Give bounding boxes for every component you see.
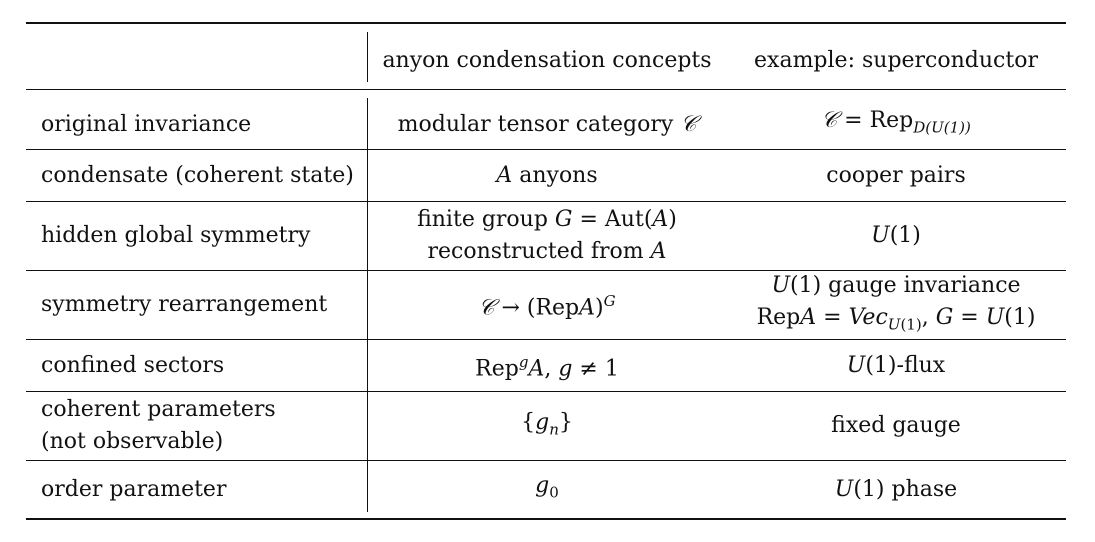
row-rule — [26, 201, 1066, 202]
row-example: U(1) U(1) — [871, 223, 921, 248]
row-example: cooper pairs — [826, 162, 966, 188]
row-example: 𝒞 = RepD(U(1)) 𝒞 = Rep_{D(U(1))} — [821, 108, 971, 137]
body-column-separator — [367, 98, 368, 512]
row-rule — [26, 149, 1066, 150]
header-example: example: superconductor — [754, 48, 1038, 73]
row-rule — [26, 270, 1066, 271]
header-column-separator — [367, 32, 368, 82]
row-example: U(1) phase U(1) phase — [834, 476, 958, 502]
row-concept: g0 g_0 — [535, 473, 559, 502]
row-rule — [26, 391, 1066, 392]
row-label: symmetry rearrangement — [41, 292, 328, 317]
row-concept: finite group G = Aut(A) reconstructed fr… — [417, 207, 677, 264]
row-label: hidden global symmetry — [41, 223, 311, 248]
row-concept: RepgA, g ≠ 1 Rep^g A, g ≠ 1 — [475, 352, 619, 382]
row-example: fixed gauge — [831, 413, 961, 438]
row-rule — [26, 460, 1066, 461]
row-label: coherent parameters (not observable) — [41, 392, 361, 460]
top-rule — [26, 22, 1066, 24]
header-concepts: anyon condensation concepts — [382, 48, 712, 73]
row-concept: modular tensor category 𝒞 modular tensor… — [397, 111, 697, 137]
header-rule — [26, 89, 1066, 90]
row-concept: {gn} {g_n} — [521, 409, 573, 439]
header-cell-empty — [41, 22, 361, 89]
row-label: confined sectors — [41, 352, 225, 378]
row-example: U(1) gauge invariance RepA = VecU(1), G … — [756, 272, 1036, 334]
row-label: order parameter — [41, 476, 227, 502]
row-label-line: (not observable) — [41, 429, 224, 454]
row-rule — [26, 339, 1066, 340]
row-concept: A anyons A anyons — [496, 162, 598, 188]
row-label: condensate (coherent state) — [41, 162, 354, 188]
bottom-rule — [26, 518, 1066, 520]
row-concept: 𝒞 → (RepA)G 𝒞 → (RepA)^G — [478, 292, 616, 321]
row-label-line: coherent parameters — [41, 397, 276, 422]
row-label: original invariance — [41, 111, 252, 137]
row-example: U(1)-flux U(1)-flux — [846, 352, 946, 378]
comparison-table: anyon condensation concepts example: sup… — [26, 22, 1066, 520]
